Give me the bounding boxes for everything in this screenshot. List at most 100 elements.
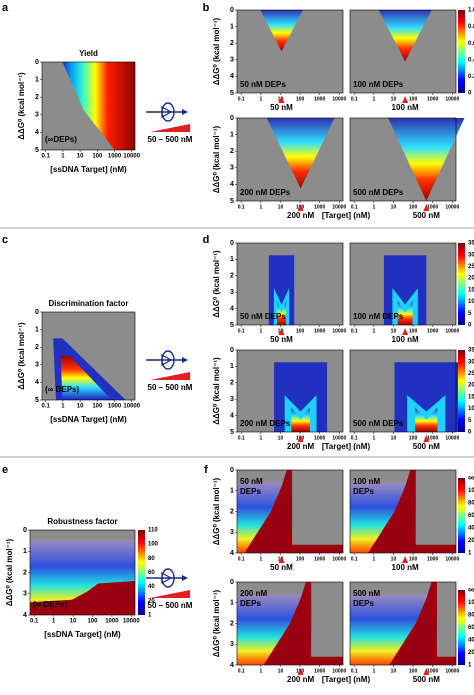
y-tick-label: 1: [230, 488, 234, 495]
x-tick-label: 0.1: [238, 96, 245, 102]
y-tick-label: 3: [23, 591, 27, 598]
y-tick-label: 1: [23, 548, 27, 555]
colorbar-label: 60: [148, 570, 155, 576]
y-tick-label: 5: [230, 322, 234, 329]
icon-arrow: [161, 353, 173, 367]
target-label: 50 nM: [270, 563, 293, 572]
y-tick-label: 3: [230, 57, 234, 64]
x-tick-label: 100: [92, 154, 103, 160]
colorbar-label: ∞: [468, 472, 474, 482]
target-marker: [278, 96, 285, 103]
switch-label: 50 – 500 nM: [148, 601, 193, 610]
concentration-wedge: [150, 590, 190, 598]
x-tick-label: 1: [372, 556, 375, 562]
panel-letter: e: [2, 464, 8, 476]
inset-label: 50 nM DEPs: [240, 312, 286, 321]
y-tick-label: 1: [230, 256, 234, 263]
y-tick-label: 4: [230, 305, 234, 312]
plot-frame: [41, 311, 136, 401]
y-tick-label: 4: [35, 379, 39, 386]
x-tick-label: 10000: [123, 619, 140, 625]
target-label: 50 nM: [270, 103, 293, 112]
x-tick-label: 1000: [105, 619, 119, 625]
colorbar-label: 60: [468, 625, 474, 631]
x-tick-label: 100: [87, 619, 98, 625]
colorbar-label: 30: [468, 359, 474, 365]
x-tick-label: 1: [61, 154, 65, 160]
x-tick-label: 10: [391, 435, 397, 441]
x-tick-label: 1000: [314, 668, 325, 674]
x-tick-label: 1000: [427, 435, 438, 441]
panel-title: Yield: [79, 49, 98, 58]
colorbar-label: 5: [468, 418, 472, 424]
x-axis-label: [ssDNA Target] (nM): [50, 415, 127, 424]
plot-frame: [236, 117, 344, 202]
colorbar-label: 40: [468, 638, 474, 644]
colorbar-label: 40: [148, 584, 155, 590]
x-tick-label: 10: [391, 96, 397, 102]
y-tick-label: 4: [230, 550, 234, 557]
x-tick-label: 10000: [445, 556, 459, 562]
y-axis-label: ΔΔG⁰ (kcal mol⁻¹): [212, 17, 221, 85]
target-label: 100 nM: [392, 335, 419, 344]
y-tick-label: 1: [35, 76, 39, 83]
plot-frame: [41, 61, 136, 151]
y-axis-label: ΔΔG⁰ (kcal mol⁻¹): [17, 322, 26, 390]
icon-arrow: [161, 105, 173, 119]
y-tick-label: 1: [230, 600, 234, 607]
icon-arrow: [161, 571, 173, 585]
switch-icon: [146, 102, 188, 122]
x-tick-label: 10: [278, 668, 284, 674]
x-tick-label: 100: [409, 204, 418, 210]
plot-frame: [236, 9, 344, 94]
inset-label: (∞ DEPs): [45, 385, 79, 394]
x-tick-label: 1: [259, 668, 262, 674]
panel-letter: d: [203, 234, 210, 246]
colorbar-label: 10: [468, 406, 474, 412]
colorbar: [458, 243, 465, 325]
x-tick-label: 0.1: [351, 435, 358, 441]
x-tick-label: 10: [391, 668, 397, 674]
y-tick-label: 5: [35, 397, 39, 404]
heat-region: [311, 582, 343, 665]
x-tick-label: 0.1: [238, 556, 245, 562]
x-tick-label: 1: [372, 668, 375, 674]
target-marker: [423, 668, 430, 675]
x-axis-label: [Target] (nM): [322, 675, 371, 684]
x-axis-label: [ssDNA Target] (nM): [50, 165, 127, 174]
plot-frame: [349, 9, 457, 94]
heat-region: [389, 582, 456, 665]
colorbar-label: 1: [468, 551, 472, 557]
y-axis-label: ΔΔG⁰ (kcal mol⁻¹): [5, 538, 14, 606]
x-tick-label: 0.1: [238, 435, 245, 441]
x-tick-label: 10000: [332, 96, 346, 102]
y-tick-label: 0: [230, 467, 234, 474]
y-tick-label: 3: [35, 362, 39, 369]
y-tick-label: 0: [230, 115, 234, 122]
target-label: 200 nM: [287, 211, 314, 220]
target-label: 200 nM: [287, 442, 314, 451]
colorbar-label: 20: [468, 383, 474, 389]
y-axis-label: ΔΔG⁰ (kcal mol⁻¹): [212, 589, 221, 657]
inset-label: 200 nM: [240, 589, 267, 598]
colorbar-label: 80: [468, 613, 474, 619]
colorbar-label: 60: [468, 513, 474, 519]
inset-label: DEPs: [353, 487, 374, 496]
panel-title: Robustness factor: [47, 517, 117, 526]
colorbar-label: 0.6: [468, 41, 474, 47]
y-tick-label: 0: [230, 347, 234, 354]
x-tick-label: 1000: [427, 556, 438, 562]
x-tick-label: 1: [61, 404, 65, 410]
colorbar-label: 35: [468, 241, 474, 247]
panel-letter: c: [2, 234, 8, 246]
plot-frame: [349, 117, 457, 202]
colorbar-label: 5: [468, 311, 472, 317]
x-tick-label: 10: [77, 154, 84, 160]
icon-arrow: [182, 575, 188, 581]
y-tick-label: 4: [35, 129, 39, 136]
colorbar-label: 1.0: [468, 8, 474, 14]
x-tick-label: 10000: [123, 404, 140, 410]
y-tick-label: 3: [230, 396, 234, 403]
colorbar-label: 15: [468, 394, 474, 400]
